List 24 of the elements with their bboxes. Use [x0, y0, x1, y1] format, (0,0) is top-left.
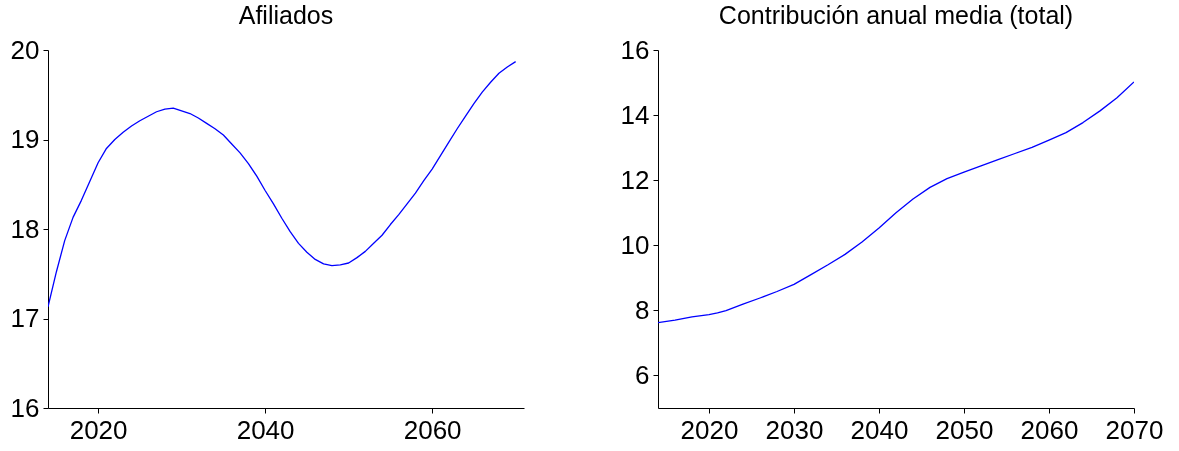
y-tick-label: 14 [620, 99, 650, 130]
y-tick-label: 16 [10, 392, 40, 423]
x-tick-label: 2060 [403, 414, 462, 445]
x-tick-label: 2060 [1020, 414, 1079, 445]
x-tick-label: 2020 [680, 414, 739, 445]
y-tick-label: 12 [620, 164, 650, 195]
chart-title: Contribución anual media (total) [718, 1, 1074, 29]
y-tick-label: 18 [10, 213, 40, 244]
x-tick-label: 2070 [1105, 414, 1164, 445]
x-tick-label: 2050 [935, 414, 994, 445]
chart-title: Afiliados [238, 1, 334, 29]
x-tick-label: 2040 [236, 414, 295, 445]
y-tick-label: 19 [10, 124, 40, 154]
y-tick-label: 8 [635, 294, 650, 325]
x-tick-label: 2040 [850, 414, 909, 445]
y-tick-label: 16 [620, 34, 650, 65]
x-tick-label: 2030 [765, 414, 824, 445]
line-series [658, 81, 1134, 324]
y-tick-label: 17 [10, 303, 40, 333]
y-tick-label: 6 [635, 359, 650, 390]
y-tick-label: 10 [620, 229, 650, 260]
x-tick-label: 2020 [69, 414, 128, 445]
line-series [48, 60, 517, 308]
y-tick-label: 20 [10, 34, 40, 65]
